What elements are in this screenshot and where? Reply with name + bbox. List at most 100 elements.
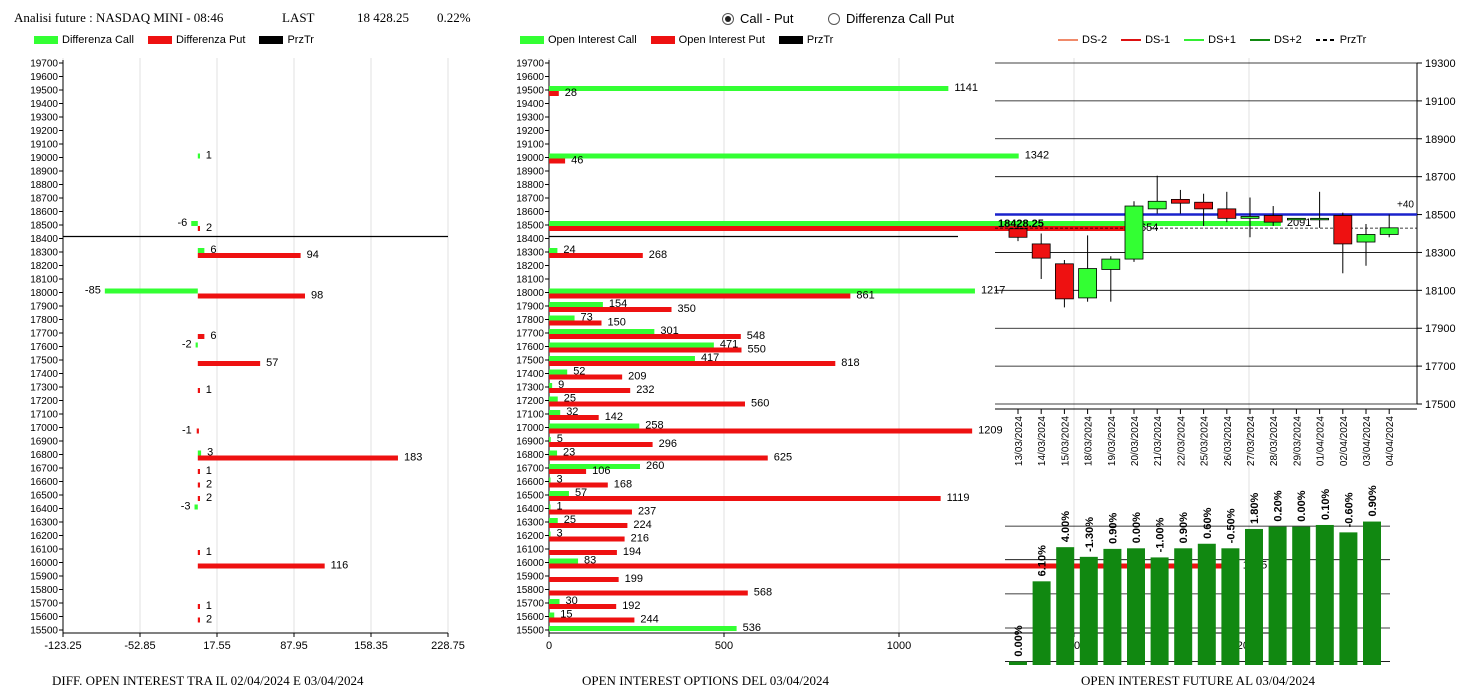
oi-y-tick-label: 16600 [516, 477, 544, 488]
oi-y-tick-label: 18500 [516, 221, 544, 232]
diff-value-label: -6 [177, 217, 187, 229]
oi-y-tick-label: 18800 [516, 180, 544, 191]
last-label: LAST [282, 10, 315, 25]
candle-body [1171, 198, 1190, 204]
oi-value-label: 296 [659, 438, 677, 450]
diff-value-label: 1 [206, 546, 212, 558]
diff-put-bar [197, 388, 201, 393]
last-value: 18 428.25 [357, 10, 409, 25]
oif-bar [1268, 526, 1287, 665]
oi-put-bar [549, 388, 631, 393]
diff-x-tick-label: 158.35 [354, 640, 388, 652]
oi-value-label: 3 [557, 474, 563, 486]
legend-put-swatch [650, 36, 675, 44]
oi-value-label: 568 [754, 587, 772, 599]
legend-oi-put-label: Open Interest Put [678, 34, 765, 46]
oi-value-label: 150 [608, 317, 626, 329]
legend-ds-p2-label: DS+2 [1273, 34, 1302, 46]
legend-oi-put: Open Interest Put [650, 34, 765, 46]
legend-call-swatch [34, 36, 58, 44]
oif-bar [1103, 548, 1122, 665]
oi-put-bar [549, 523, 628, 528]
diff-y-tick-label: 16800 [30, 450, 58, 461]
oi-x-tick-label: 1000 [887, 640, 911, 652]
diff-value-label: -3 [181, 501, 191, 513]
radio-unselected-icon[interactable] [828, 12, 840, 25]
oi-value-label: 224 [633, 519, 651, 531]
oi-value-label: 3 [557, 528, 563, 540]
diff-value-label: 2 [206, 479, 212, 491]
oi-call-bar [549, 450, 558, 456]
oi-call-bar [549, 221, 1281, 226]
oi-value-label: 1217 [981, 285, 1005, 297]
caption-future: OPEN INTEREST FUTURE AL 03/04/2024 [1081, 673, 1316, 688]
legend-diff-call: Differenza Call [34, 34, 134, 46]
diff-value-label: 1 [206, 150, 212, 162]
diff-value-label: 1 [206, 384, 212, 396]
oi-value-label: 209 [628, 371, 646, 383]
oif-bar-label: 0.00% [1131, 512, 1143, 543]
diff-value-label: 2 [206, 614, 212, 626]
oi-call-bar [549, 153, 1019, 159]
diff-value-label: 57 [266, 357, 278, 369]
diff-put-bar [197, 253, 301, 258]
radio-diff-call-put[interactable]: Differenza Call Put [828, 11, 954, 26]
diff-x-tick-label: -52.85 [124, 640, 155, 652]
oi-put-bar [549, 442, 653, 447]
caption-diff: DIFF. OPEN INTEREST TRA IL 02/04/2024 E … [52, 673, 364, 688]
oif-bar [1056, 547, 1075, 665]
diff-put-bar [197, 604, 201, 609]
diff-y-tick-label: 15900 [30, 572, 58, 583]
oi-y-tick-label: 18000 [516, 288, 544, 299]
candle-body [1055, 263, 1074, 300]
diff-call-bar [191, 221, 198, 226]
oi-call-bar [549, 302, 603, 307]
oif-bar-label: 1.80% [1249, 493, 1261, 524]
oi-y-tick-label: 16700 [516, 464, 544, 475]
oi-y-tick-label: 19300 [516, 113, 544, 124]
diff-put-bar [197, 293, 305, 299]
oi-y-tick-label: 18900 [516, 167, 544, 178]
diff-value-label: 116 [331, 560, 349, 572]
diff-value-label: 1 [206, 600, 212, 612]
oi-put-bar [549, 401, 745, 407]
candle-body [1124, 205, 1144, 260]
diff-value-label: 94 [307, 249, 319, 261]
oi-value-label: 1209 [978, 425, 1002, 437]
future-x-tick-label: 02/04/2024 [1339, 416, 1350, 466]
oi-value-label: 1119 [947, 492, 970, 504]
oif-bar [1127, 548, 1145, 665]
legend-oi: Open Interest Call Open Interest Put Prz… [520, 34, 833, 46]
radio-selected-icon[interactable] [722, 12, 734, 25]
diff-y-tick-label: 16600 [30, 477, 58, 488]
oi-call-bar [549, 410, 561, 415]
legend-diff-prz-label: PrzTr [287, 34, 314, 46]
future-x-tick-label: 18/03/2024 [1084, 416, 1095, 466]
diff-y-tick-label: 18400 [30, 234, 58, 245]
diff-y-tick-label: 19300 [30, 113, 58, 124]
oif-bar-label: 0.20% [1273, 490, 1285, 521]
oi-call-bar [549, 464, 640, 469]
radio-call-put[interactable]: Call - Put [722, 11, 793, 26]
diff-y-tick-label: 15500 [30, 626, 58, 637]
oi-y-tick-label: 17700 [516, 329, 544, 340]
diff-y-tick-label: 17300 [30, 383, 58, 394]
oi-y-tick-label: 17600 [516, 342, 544, 353]
legend-prz: PrzTr [1315, 34, 1366, 46]
oi-value-label: 106 [592, 465, 610, 477]
oif-bar-label: -1.00% [1155, 517, 1167, 552]
diff-value-label: -2 [182, 339, 192, 351]
diff-y-tick-label: 17600 [30, 342, 58, 353]
diff-y-tick-label: 17400 [30, 369, 58, 380]
oi-call-bar [549, 518, 558, 523]
diff-y-tick-label: 16300 [30, 518, 58, 529]
diff-y-tick-label: 17700 [30, 329, 58, 340]
diff-put-bar [197, 226, 201, 231]
oi-call-bar [549, 342, 714, 348]
oif-bar [1079, 556, 1098, 665]
oi-y-tick-label: 17500 [516, 356, 544, 367]
oi-y-tick-label: 15700 [516, 599, 544, 610]
future-last-price-label: 18428.25 [998, 218, 1044, 230]
oi-put-bar [549, 293, 851, 299]
